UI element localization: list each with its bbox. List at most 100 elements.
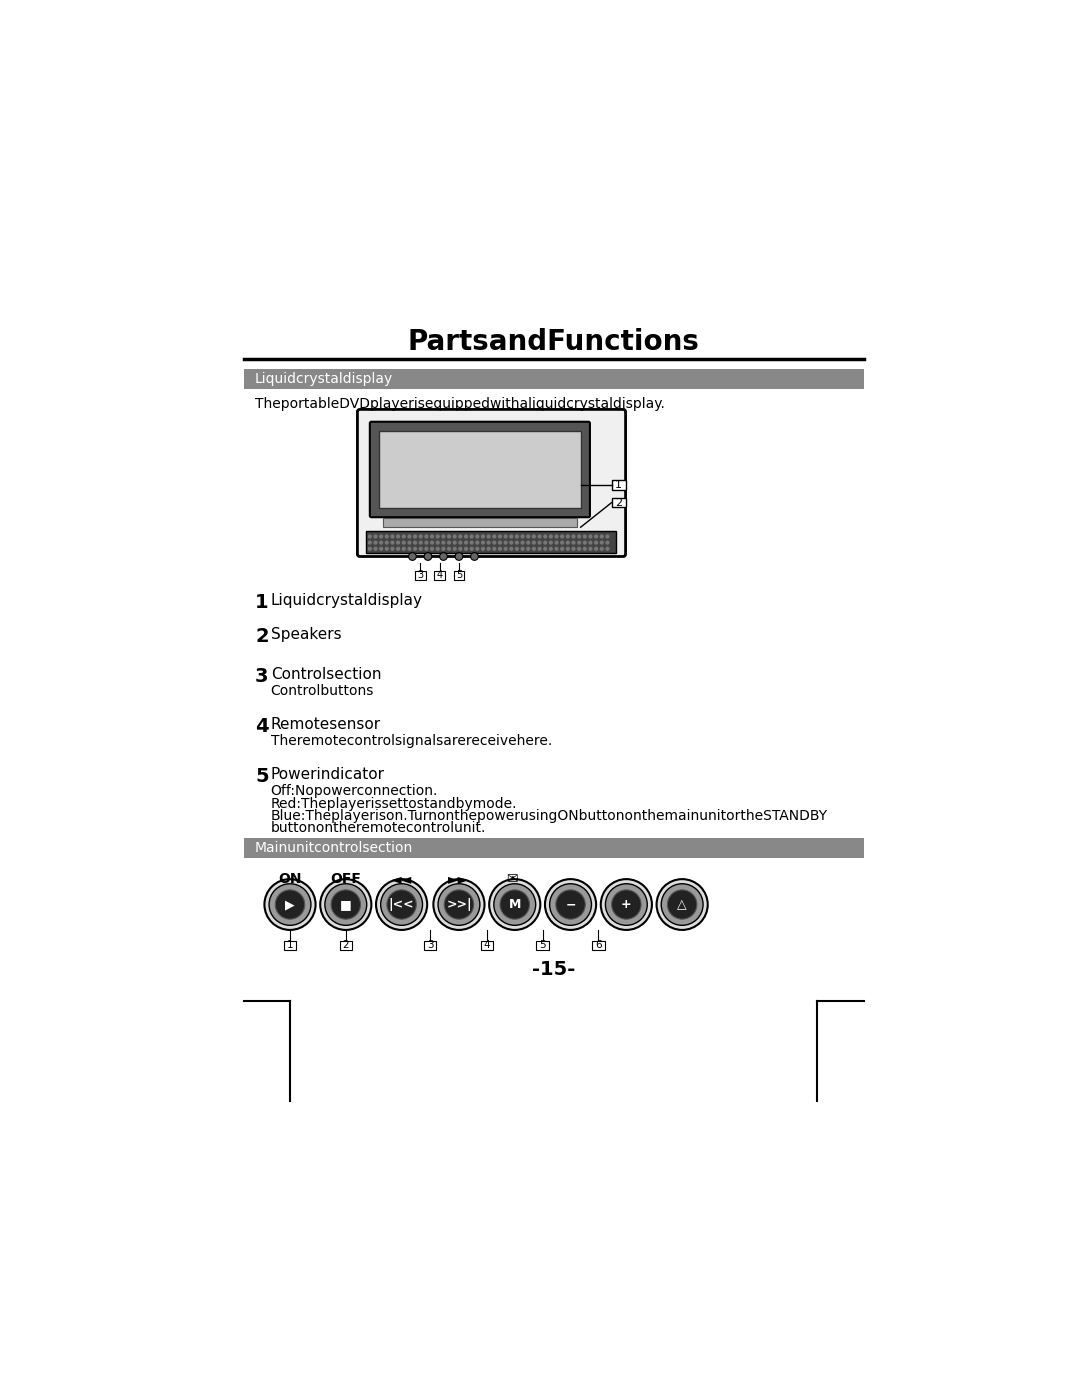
Circle shape (459, 541, 462, 543)
Circle shape (515, 535, 518, 538)
Text: Red:Theplayerissettostandbymode.: Red:Theplayerissettostandbymode. (271, 796, 517, 810)
Circle shape (396, 535, 400, 538)
Circle shape (600, 535, 603, 538)
Circle shape (374, 548, 377, 550)
Circle shape (426, 548, 428, 550)
Circle shape (487, 548, 490, 550)
Circle shape (321, 879, 372, 930)
Circle shape (556, 890, 585, 919)
Circle shape (499, 535, 501, 538)
Circle shape (386, 535, 388, 538)
Circle shape (515, 548, 518, 550)
Text: Theremotecontrolsignalsarereceivehere.: Theremotecontrolsignalsarereceivehere. (271, 735, 552, 749)
Circle shape (325, 884, 367, 925)
Bar (611, 497, 625, 507)
Bar (383, 518, 577, 527)
FancyBboxPatch shape (369, 422, 590, 517)
Circle shape (510, 535, 513, 538)
Circle shape (436, 548, 440, 550)
Circle shape (464, 541, 468, 543)
Bar (339, 940, 352, 950)
Circle shape (431, 541, 433, 543)
Circle shape (459, 535, 462, 538)
Circle shape (487, 541, 490, 543)
Text: 2: 2 (615, 497, 622, 507)
Circle shape (447, 541, 450, 543)
Circle shape (595, 548, 597, 550)
Circle shape (527, 541, 529, 543)
Bar (481, 940, 494, 950)
Circle shape (438, 884, 480, 925)
Circle shape (380, 541, 382, 543)
Text: ✉: ✉ (507, 872, 518, 886)
Circle shape (386, 548, 388, 550)
Circle shape (578, 535, 581, 538)
Text: Controlsection: Controlsection (271, 668, 381, 682)
Circle shape (661, 884, 703, 925)
Circle shape (408, 541, 410, 543)
Text: 5: 5 (255, 767, 269, 787)
Circle shape (454, 535, 456, 538)
Bar (611, 481, 625, 489)
Circle shape (403, 548, 405, 550)
Circle shape (578, 541, 581, 543)
Circle shape (538, 548, 541, 550)
Circle shape (419, 548, 422, 550)
Text: 1: 1 (255, 592, 269, 612)
Circle shape (544, 548, 546, 550)
Circle shape (374, 541, 377, 543)
Text: >>|: >>| (446, 898, 472, 911)
Circle shape (431, 535, 433, 538)
Text: Powerindicator: Powerindicator (271, 767, 384, 782)
Circle shape (492, 541, 496, 543)
Text: Off:Nopowerconnection.: Off:Nopowerconnection. (271, 784, 438, 799)
Circle shape (269, 884, 311, 925)
Circle shape (583, 535, 586, 538)
Circle shape (414, 541, 417, 543)
Circle shape (515, 541, 518, 543)
Circle shape (566, 548, 569, 550)
Circle shape (332, 890, 361, 919)
Circle shape (387, 890, 416, 919)
Text: 3: 3 (417, 570, 423, 580)
Circle shape (433, 879, 485, 930)
Circle shape (494, 884, 536, 925)
Circle shape (606, 535, 609, 538)
Circle shape (444, 890, 474, 919)
Circle shape (414, 548, 417, 550)
Circle shape (408, 535, 410, 538)
Circle shape (470, 535, 473, 538)
Circle shape (561, 541, 564, 543)
Text: 2: 2 (255, 627, 269, 647)
Circle shape (376, 879, 428, 930)
Text: M: M (509, 898, 521, 911)
Text: 3: 3 (255, 668, 269, 686)
Text: Liquidcrystaldisplay: Liquidcrystaldisplay (255, 372, 393, 386)
Circle shape (657, 879, 707, 930)
Circle shape (589, 548, 592, 550)
Circle shape (476, 548, 478, 550)
Bar (243, 369, 864, 388)
Text: +: + (621, 898, 632, 911)
Circle shape (431, 548, 433, 550)
Bar (434, 571, 445, 580)
Circle shape (522, 541, 524, 543)
Text: △: △ (677, 898, 687, 911)
Text: 6: 6 (595, 940, 602, 950)
Circle shape (489, 879, 540, 930)
Circle shape (436, 541, 440, 543)
Circle shape (408, 548, 410, 550)
Circle shape (538, 535, 541, 538)
Circle shape (550, 884, 592, 925)
Circle shape (403, 541, 405, 543)
Circle shape (611, 890, 642, 919)
Circle shape (583, 548, 586, 550)
Circle shape (447, 535, 450, 538)
Text: ►►: ►► (448, 872, 470, 886)
Circle shape (368, 535, 372, 538)
Text: Blue:Theplayerison.TurnonthepowerusingONbuttononthemainunitortheSTANDBY: Blue:Theplayerison.TurnonthepowerusingON… (271, 809, 827, 823)
Circle shape (527, 535, 529, 538)
Circle shape (561, 535, 564, 538)
Text: Speakers: Speakers (271, 627, 341, 643)
Circle shape (419, 535, 422, 538)
